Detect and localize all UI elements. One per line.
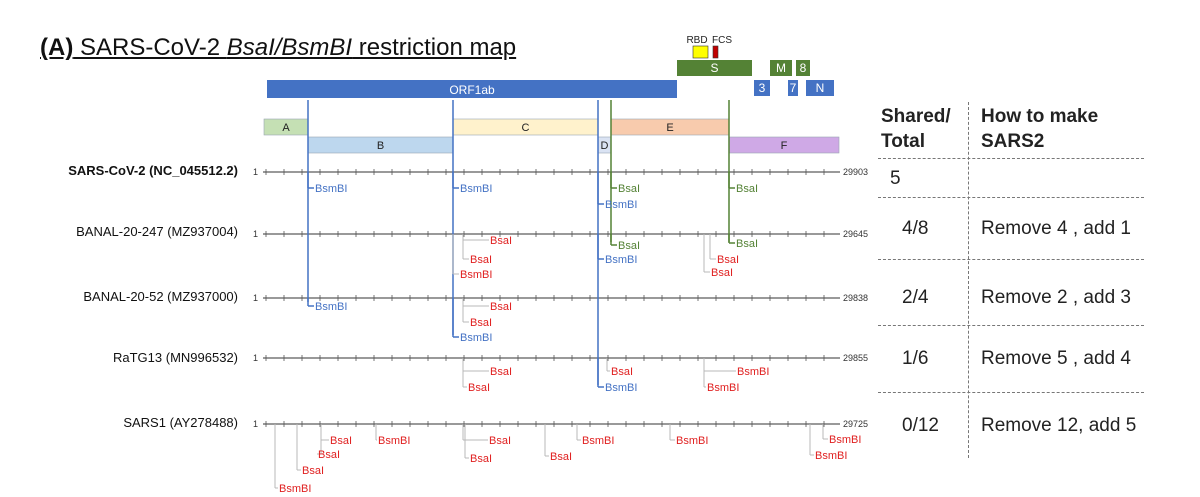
table-row-divider — [878, 197, 1144, 198]
title-virus: SARS-CoV-2 — [80, 34, 227, 61]
site-label-bsai: BsaI — [618, 183, 640, 195]
how-to-make-header: How to make SARS2 — [981, 106, 1099, 152]
site-label-bsai: BsaI — [318, 449, 340, 461]
gene-box-3 — [754, 80, 770, 96]
genome-name: SARS-CoV-2 (NC_045512.2) — [68, 163, 238, 178]
fragment-label: E — [666, 122, 673, 134]
genome-length: 29855 — [843, 353, 868, 363]
site-label-bsmbi: BsmBI — [460, 332, 492, 344]
site-label-bsai: BsaI — [489, 435, 511, 447]
gene-box-m — [770, 60, 792, 76]
site-label-bsai: BsaI — [611, 366, 633, 378]
site-label-bsai: BsaI — [490, 366, 512, 378]
site-label-bsai: BsaI — [490, 235, 512, 247]
site-label-bsmbi: BsmBI — [737, 366, 769, 378]
genome-length: 29645 — [843, 229, 868, 239]
genome-name: SARS1 (AY278488) — [123, 415, 238, 430]
genome-name: BANAL-20-247 (MZ937004) — [76, 224, 238, 239]
shared-count: 4/8 — [902, 218, 929, 239]
genome-name: BANAL-20-52 (MZ937000) — [83, 289, 238, 304]
figure-title: (A) SARS-CoV-2 BsaI/BsmBI restriction ma… — [40, 34, 516, 62]
site-label-bsai: BsaI — [717, 254, 739, 266]
site-label-bsmbi: BsmBI — [676, 435, 708, 447]
site-label-bsai: BsaI — [550, 451, 572, 463]
gene-label: ORF1ab — [449, 83, 495, 97]
site-label-bsai: BsaI — [470, 317, 492, 329]
site-label-bsai: BsaI — [330, 435, 352, 447]
title-suffix: restriction map — [352, 34, 517, 61]
site-label-bsai: BsaI — [468, 382, 490, 394]
shared-total-header: Shared/Total — [881, 106, 951, 152]
site-label-bsmbi: BsmBI — [815, 450, 847, 462]
fragment-label: C — [522, 122, 530, 134]
fragment-label: A — [282, 122, 290, 134]
fragment-label: F — [781, 140, 788, 152]
table-row-divider — [878, 392, 1144, 393]
site-label-bsai: BsaI — [302, 465, 324, 477]
genome-start: 1 — [253, 353, 258, 363]
fragment-label: B — [377, 140, 384, 152]
site-label-bsmbi: BsmBI — [605, 254, 637, 266]
gene-box-7 — [788, 80, 798, 96]
site-label-bsmbi: BsmBI — [315, 183, 347, 195]
site-label-bsmbi: BsmBI — [460, 269, 492, 281]
table-row-divider — [878, 158, 1144, 159]
table-row-divider — [878, 259, 1144, 260]
genome-length: 29838 — [843, 293, 868, 303]
how-to-make: Remove 2 , add 3 — [981, 287, 1131, 308]
how-to-make: Remove 4 , add 1 — [981, 218, 1131, 239]
site-label-bsai: BsaI — [618, 240, 640, 252]
gene-box-8 — [796, 60, 810, 76]
genome-length: 29725 — [843, 419, 868, 429]
genome-start: 1 — [253, 293, 258, 303]
site-label-bsmbi: BsmBI — [460, 183, 492, 195]
genome-start: 1 — [253, 229, 258, 239]
site-label-bsai: BsaI — [490, 301, 512, 313]
shared-count: 0/12 — [902, 415, 939, 436]
genome-start: 1 — [253, 419, 258, 429]
how-to-make: Remove 5 , add 4 — [981, 348, 1131, 369]
gene-label: 8 — [800, 61, 807, 75]
shared-count: 1/6 — [902, 348, 929, 369]
how-to-make: Remove 12, add 5 — [981, 415, 1137, 436]
gene-box-n — [806, 80, 834, 96]
site-label-bsmbi: BsmBI — [605, 199, 637, 211]
site-label-bsmbi: BsmBI — [315, 301, 347, 313]
shared-count: 2/4 — [902, 287, 929, 308]
genome-start: 1 — [253, 167, 258, 177]
site-label-bsmbi: BsmBI — [829, 434, 861, 446]
gene-label: 3 — [759, 81, 766, 95]
site-label-bsai: BsaI — [470, 254, 492, 266]
genome-length: 29903 — [843, 167, 868, 177]
site-label-bsai: BsaI — [470, 453, 492, 465]
gene-label: S — [710, 61, 718, 75]
fragment-label: D — [601, 140, 609, 152]
table-row-divider — [878, 325, 1144, 326]
panel-label: (A) — [40, 34, 74, 61]
shared-count: 5 — [890, 168, 901, 189]
genome-name: RaTG13 (MN996532) — [113, 350, 238, 365]
site-label-bsai: BsaI — [736, 238, 758, 250]
domain-box-fcs — [712, 45, 719, 59]
gene-box-orf1ab — [267, 80, 677, 98]
table-column-divider — [968, 102, 969, 458]
gene-label: M — [776, 61, 786, 75]
site-label-bsmbi: BsmBI — [582, 435, 614, 447]
site-label-bsmbi: BsmBI — [605, 382, 637, 394]
title-enzymes: BsaI/BsmBI — [226, 34, 353, 61]
site-label-bsmbi: BsmBI — [279, 483, 311, 495]
site-label-bsmbi: BsmBI — [707, 382, 739, 394]
domain-label: RBD — [686, 35, 707, 46]
site-label-bsmbi: BsmBI — [378, 435, 410, 447]
site-label-bsai: BsaI — [736, 183, 758, 195]
gene-label: 7 — [790, 81, 797, 95]
domain-box-rbd — [692, 45, 709, 59]
gene-label: N — [816, 81, 825, 95]
gene-box-s — [677, 60, 752, 76]
site-label-bsai: BsaI — [711, 267, 733, 279]
domain-label: FCS — [712, 35, 732, 46]
